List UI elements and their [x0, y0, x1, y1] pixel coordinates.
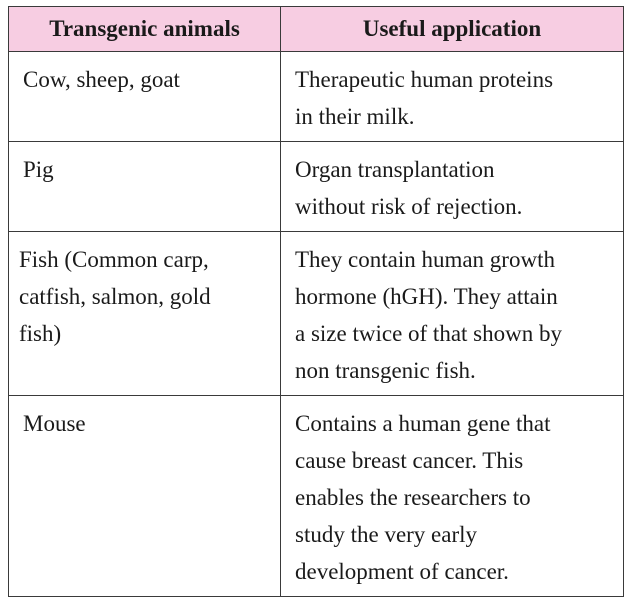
animal-text: Fish (Common carp, catfish, salmon, gold… [19, 247, 211, 346]
transgenic-animals-table: Transgenic animals Useful application Co… [8, 6, 624, 597]
animal-text: Cow, sheep, goat [23, 67, 180, 92]
table-row: Pig Organ transplantation without risk o… [8, 141, 624, 232]
application-text: Contains a human gene that cause breast … [295, 411, 551, 584]
application-text: They contain human growth hormone (hGH).… [295, 247, 562, 383]
application-cell: Organ transplantation without risk of re… [280, 141, 624, 232]
animal-text: Pig [23, 157, 54, 182]
animal-cell: Mouse [8, 395, 281, 597]
animal-cell: Cow, sheep, goat [8, 51, 281, 142]
animal-cell: Pig [8, 141, 281, 232]
header-transgenic-animals: Transgenic animals [8, 6, 281, 52]
table-row: Fish (Common carp, catfish, salmon, gold… [8, 231, 624, 396]
application-text: Therapeutic human proteins in their milk… [295, 67, 554, 129]
animal-cell: Fish (Common carp, catfish, salmon, gold… [8, 231, 281, 396]
application-cell: Therapeutic human proteins in their milk… [280, 51, 624, 142]
application-cell: Contains a human gene that cause breast … [280, 395, 624, 597]
animal-text: Mouse [23, 411, 86, 436]
application-cell: They contain human growth hormone (hGH).… [280, 231, 624, 396]
table-row: Mouse Contains a human gene that cause b… [8, 395, 624, 597]
table-row: Cow, sheep, goat Therapeutic human prote… [8, 51, 624, 142]
application-text: Organ transplantation without risk of re… [295, 157, 523, 219]
header-useful-application: Useful application [280, 6, 624, 52]
table-header-row: Transgenic animals Useful application [8, 6, 624, 52]
